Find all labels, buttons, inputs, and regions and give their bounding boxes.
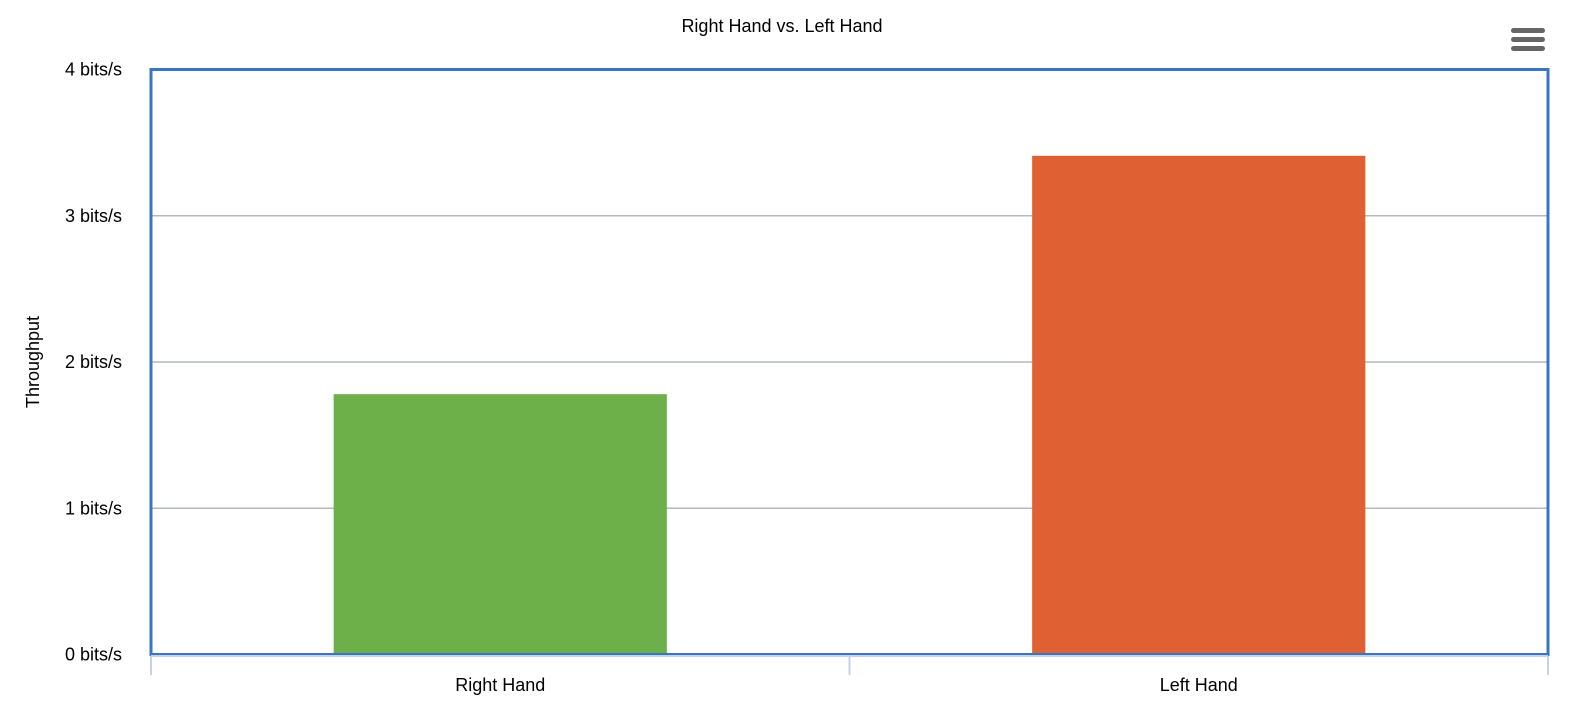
y-tick-label: 3 bits/s	[65, 206, 122, 226]
chart-title: Right Hand vs. Left Hand	[681, 16, 882, 36]
y-tick-label: 1 bits/s	[65, 498, 122, 518]
x-tick-label: Left Hand	[1160, 675, 1238, 695]
y-axis-title: Throughput	[23, 316, 43, 408]
y-tick-label: 2 bits/s	[65, 352, 122, 372]
bars	[333, 155, 1366, 655]
y-tick-label: 0 bits/s	[65, 645, 122, 665]
x-tick-label: Right Hand	[455, 675, 545, 695]
y-tick-label: 4 bits/s	[65, 60, 122, 80]
bar-left-hand[interactable]	[1032, 155, 1366, 655]
y-axis-tick-labels: 0 bits/s 1 bits/s 2 bits/s 3 bits/s 4 bits/s	[65, 60, 122, 665]
x-axis-tick-labels: Right Hand Left Hand	[455, 675, 1238, 695]
bar-right-hand[interactable]	[333, 394, 667, 655]
hamburger-menu-icon[interactable]	[1506, 22, 1550, 58]
plot-area-border	[149, 68, 1550, 656]
